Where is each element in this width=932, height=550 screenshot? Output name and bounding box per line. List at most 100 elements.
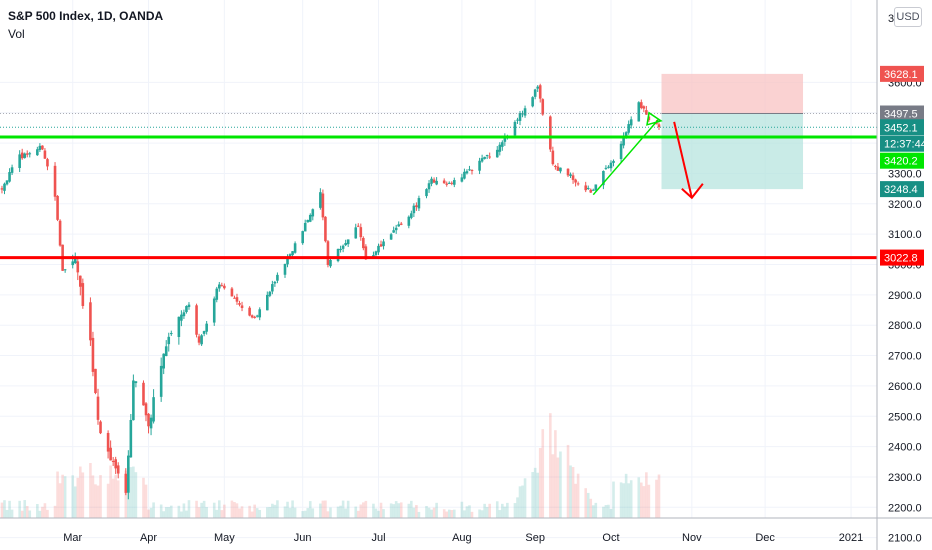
candle bbox=[559, 167, 562, 172]
candle bbox=[501, 142, 504, 147]
y-tick-label: 2500.0 bbox=[888, 411, 922, 423]
candle bbox=[538, 85, 542, 99]
volume-bar bbox=[230, 500, 234, 518]
volume-bar bbox=[233, 502, 236, 518]
candle bbox=[453, 180, 456, 185]
volume-bar bbox=[142, 477, 145, 518]
volume-bar bbox=[645, 472, 648, 518]
candle bbox=[197, 336, 201, 343]
candle bbox=[283, 263, 287, 275]
candle bbox=[346, 239, 350, 245]
volume-bar bbox=[556, 457, 560, 518]
volume-bar bbox=[238, 508, 241, 518]
down-arrow-head bbox=[681, 183, 704, 200]
candle bbox=[576, 183, 580, 185]
candle bbox=[164, 346, 168, 357]
volume-bar bbox=[447, 509, 451, 518]
volume-bar bbox=[73, 486, 77, 518]
candle bbox=[427, 183, 431, 190]
candle bbox=[554, 165, 557, 167]
candle bbox=[205, 323, 208, 332]
candle bbox=[268, 291, 272, 296]
volume-bar bbox=[58, 483, 62, 518]
candle bbox=[116, 465, 120, 474]
volume-bar bbox=[291, 500, 294, 518]
candle bbox=[336, 248, 340, 262]
candle bbox=[250, 315, 254, 318]
candle bbox=[518, 113, 522, 121]
x-tick-label: Mar bbox=[63, 532, 82, 544]
candle bbox=[53, 165, 57, 197]
candle bbox=[549, 116, 552, 150]
volume-bar bbox=[177, 505, 181, 518]
volume-bar bbox=[71, 475, 75, 518]
candle bbox=[516, 119, 519, 121]
price-label: 3022.8 bbox=[884, 253, 918, 265]
volume-bar bbox=[372, 503, 375, 518]
y-tick-label: 3 bbox=[888, 13, 894, 25]
volume-bar bbox=[533, 467, 537, 518]
volume-bar bbox=[195, 500, 198, 518]
volume-bar bbox=[268, 506, 272, 518]
candle bbox=[127, 455, 130, 493]
volume-bar bbox=[612, 481, 615, 518]
price-label: 3420.2 bbox=[884, 156, 918, 168]
x-tick-label: Oct bbox=[602, 532, 619, 544]
volume-bar bbox=[81, 472, 85, 518]
volume-bar bbox=[655, 479, 658, 518]
candle bbox=[200, 335, 203, 345]
price-label: 3248.4 bbox=[884, 184, 918, 196]
candle bbox=[233, 297, 236, 299]
volume-bar bbox=[43, 503, 47, 518]
volume-bar bbox=[79, 466, 82, 518]
candle bbox=[321, 193, 325, 218]
volume-bar bbox=[250, 511, 254, 518]
y-tick-label: 2200.0 bbox=[888, 502, 922, 514]
candle bbox=[541, 99, 545, 115]
candle bbox=[10, 167, 14, 173]
volume-bar bbox=[640, 482, 643, 518]
volume-bar bbox=[607, 504, 610, 518]
volume-bar bbox=[432, 507, 436, 518]
candle bbox=[574, 179, 577, 183]
currency-button[interactable]: USD bbox=[894, 7, 922, 27]
candle bbox=[470, 170, 474, 172]
candle bbox=[129, 419, 133, 458]
volume-bar bbox=[559, 451, 562, 518]
volume-bar bbox=[18, 500, 21, 518]
volume-bar bbox=[460, 501, 464, 518]
volume-bar bbox=[501, 503, 504, 518]
volume-bar bbox=[346, 500, 350, 518]
volume-bar bbox=[240, 506, 244, 518]
volume-bar bbox=[187, 500, 191, 518]
candle bbox=[415, 205, 418, 207]
candle bbox=[460, 177, 464, 182]
candle bbox=[25, 153, 29, 155]
candle bbox=[397, 224, 401, 227]
candle bbox=[71, 261, 75, 266]
candle bbox=[301, 231, 304, 244]
candle bbox=[647, 116, 651, 121]
volume-bar bbox=[344, 508, 347, 518]
candle bbox=[319, 192, 322, 208]
volume-bar bbox=[551, 454, 555, 518]
volume-bar bbox=[56, 471, 59, 518]
volume-bar bbox=[657, 474, 661, 518]
candle bbox=[223, 285, 226, 289]
volume-bar bbox=[321, 500, 325, 518]
candle bbox=[149, 417, 153, 429]
x-tick-label: 2021 bbox=[839, 532, 863, 544]
candle bbox=[248, 307, 251, 316]
volume-bar bbox=[329, 507, 332, 518]
candle bbox=[185, 306, 188, 313]
volume-bar bbox=[427, 507, 431, 518]
volume-bar bbox=[647, 484, 651, 518]
volume-bar bbox=[271, 503, 274, 518]
volume-bar bbox=[642, 486, 646, 518]
volume-bar bbox=[415, 505, 418, 518]
volume-bar bbox=[215, 509, 219, 518]
candle bbox=[379, 244, 383, 247]
volume-bar bbox=[159, 504, 163, 518]
